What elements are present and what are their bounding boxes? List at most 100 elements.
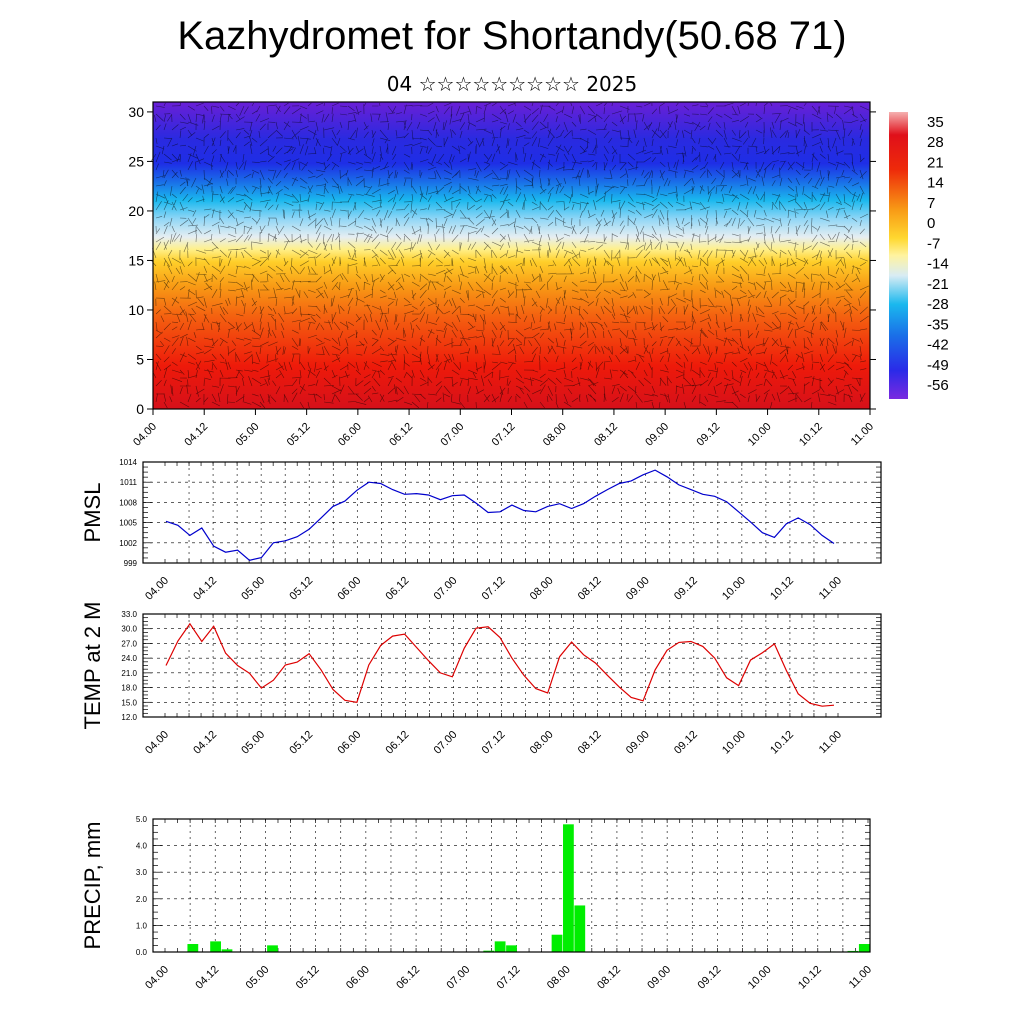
heatmap-y-tick-label: 15 bbox=[128, 252, 144, 268]
heatmap-y-tick-label: 5 bbox=[136, 351, 144, 367]
precip-bar bbox=[187, 944, 199, 952]
heatmap-x-tick-label: 06.00 bbox=[336, 421, 364, 449]
y-tick-label: 0.0 bbox=[136, 948, 148, 957]
heatmap-x-tick-label: 08.12 bbox=[592, 421, 620, 449]
heatmap-y-tick-label: 0 bbox=[136, 401, 144, 417]
y-tick-label: 1011 bbox=[120, 478, 138, 487]
series-line bbox=[165, 469, 835, 561]
y-tick-label: 5.0 bbox=[136, 815, 148, 824]
color-scale-label: -21 bbox=[927, 276, 949, 293]
precip-bar bbox=[494, 941, 506, 952]
color-scale-label: 35 bbox=[927, 114, 944, 131]
x-tick-label: 08.12 bbox=[576, 729, 604, 757]
color-scale-label: 28 bbox=[927, 134, 944, 151]
heatmap-x-tick-label: 09.00 bbox=[643, 421, 671, 449]
precipitation-panel: 5.0 4.0 3.0 2.0 1.0 0.0 04.00 04.12 05.00 05.12 06… bbox=[80, 815, 874, 992]
heatmap-panel: 0 5 10 15 20 25 30 04.00 04.12 05.00 05.12 06.00 06.… bbox=[128, 101, 949, 449]
precip-bar bbox=[267, 945, 278, 952]
precip-bar bbox=[221, 949, 233, 952]
x-tick-label: 06.12 bbox=[384, 729, 412, 757]
y-axis-title: TEMP at 2 M bbox=[80, 602, 105, 730]
x-tick-label: 06.00 bbox=[335, 575, 363, 603]
plot-area bbox=[143, 462, 881, 563]
y-tick-label: 21.0 bbox=[121, 669, 137, 678]
plot-area bbox=[153, 819, 870, 952]
x-tick-label: 08.12 bbox=[595, 964, 623, 992]
wind-vectors bbox=[150, 102, 870, 409]
chart-title: Kazhydromet for Shortandy(50.68 71) bbox=[177, 14, 847, 58]
precip-bar bbox=[506, 945, 517, 952]
x-tick-label: 05.00 bbox=[244, 964, 272, 992]
x-tick-label: 10.00 bbox=[746, 964, 774, 992]
color-scale-label: -14 bbox=[927, 256, 949, 273]
x-tick-label: 09.00 bbox=[624, 575, 652, 603]
plot-frame bbox=[152, 818, 871, 953]
x-tick-label: 07.12 bbox=[480, 729, 508, 757]
x-tick-label: 10.12 bbox=[768, 575, 796, 603]
color-scale-label: 7 bbox=[927, 195, 935, 212]
x-tick-label: 08.00 bbox=[528, 729, 556, 757]
x-tick-label: 05.12 bbox=[294, 964, 322, 992]
y-tick-label: 2.0 bbox=[136, 895, 148, 904]
x-tick-label: 07.12 bbox=[480, 575, 508, 603]
heatmap-x-tick-label: 07.12 bbox=[490, 421, 518, 449]
x-tick-label: 07.00 bbox=[432, 729, 460, 757]
y-tick-label: 30.0 bbox=[121, 625, 137, 634]
x-tick-label: 10.00 bbox=[720, 729, 748, 757]
plot-frame bbox=[142, 613, 882, 718]
y-axis-title: PMSL bbox=[80, 483, 105, 543]
y-tick-label: 27.0 bbox=[121, 639, 137, 648]
x-tick-label: 10.00 bbox=[720, 575, 748, 603]
precip-bar bbox=[210, 941, 221, 952]
x-tick-label: 11.00 bbox=[817, 729, 844, 756]
color-scale-label: -56 bbox=[927, 377, 949, 394]
x-tick-label: 09.00 bbox=[645, 964, 673, 992]
x-tick-label: 04.12 bbox=[191, 575, 219, 603]
color-scale-label: -28 bbox=[927, 296, 949, 313]
x-tick-label: 09.12 bbox=[672, 575, 700, 603]
y-tick-label: 33.0 bbox=[121, 610, 137, 619]
y-tick-label: 1005 bbox=[119, 519, 137, 528]
y-tick-label: 1002 bbox=[119, 539, 137, 548]
x-tick-label: 06.00 bbox=[344, 964, 372, 992]
color-scale-label: 21 bbox=[927, 154, 944, 171]
color-scale-label: -7 bbox=[927, 235, 940, 252]
x-tick-label: 05.12 bbox=[287, 575, 315, 603]
precip-bar bbox=[858, 944, 870, 952]
y-tick-label: 4.0 bbox=[136, 842, 148, 851]
x-tick-label: 07.12 bbox=[495, 964, 523, 992]
x-tick-label: 07.00 bbox=[444, 964, 472, 992]
temperature-panel: 33.0 30.0 27.0 24.0 21.0 18.0 15.0 12.0 04.00 04.… bbox=[80, 602, 882, 757]
precip-bar bbox=[574, 905, 586, 952]
x-tick-label: 09.12 bbox=[672, 729, 700, 757]
x-tick-label: 04.12 bbox=[193, 964, 221, 992]
y-axis-title: PRECIP, mm bbox=[80, 822, 105, 950]
color-scale-label: 14 bbox=[927, 175, 944, 192]
x-tick-label: 04.00 bbox=[143, 964, 171, 992]
x-tick-label: 06.00 bbox=[335, 729, 363, 757]
precip-bar bbox=[551, 934, 563, 952]
plot-area bbox=[143, 614, 881, 717]
x-tick-label: 05.00 bbox=[239, 729, 267, 757]
x-tick-label: 10.12 bbox=[796, 964, 824, 992]
x-tick-label: 08.12 bbox=[576, 575, 604, 603]
x-tick-label: 07.00 bbox=[432, 575, 460, 603]
x-tick-label: 04.00 bbox=[143, 575, 171, 603]
heatmap-x-tick-label: 10.12 bbox=[797, 421, 825, 449]
color-scale-label: -49 bbox=[927, 357, 949, 374]
x-tick-label: 09.12 bbox=[696, 964, 724, 992]
y-tick-label: 1008 bbox=[119, 498, 137, 507]
x-tick-label: 09.00 bbox=[624, 729, 652, 757]
y-tick-label: 24.0 bbox=[121, 654, 137, 663]
heatmap-x-tick-label: 05.12 bbox=[285, 421, 313, 449]
x-tick-label: 10.12 bbox=[768, 729, 796, 757]
heatmap-x-tick-label: 07.00 bbox=[438, 421, 466, 449]
y-tick-label: 15.0 bbox=[121, 698, 137, 707]
heatmap-field bbox=[153, 102, 870, 409]
y-tick-label: 3.0 bbox=[136, 868, 148, 877]
x-tick-label: 06.12 bbox=[384, 575, 412, 603]
series-line bbox=[165, 622, 835, 707]
color-scale-label: 0 bbox=[927, 215, 935, 232]
color-scale-bar bbox=[889, 112, 908, 399]
